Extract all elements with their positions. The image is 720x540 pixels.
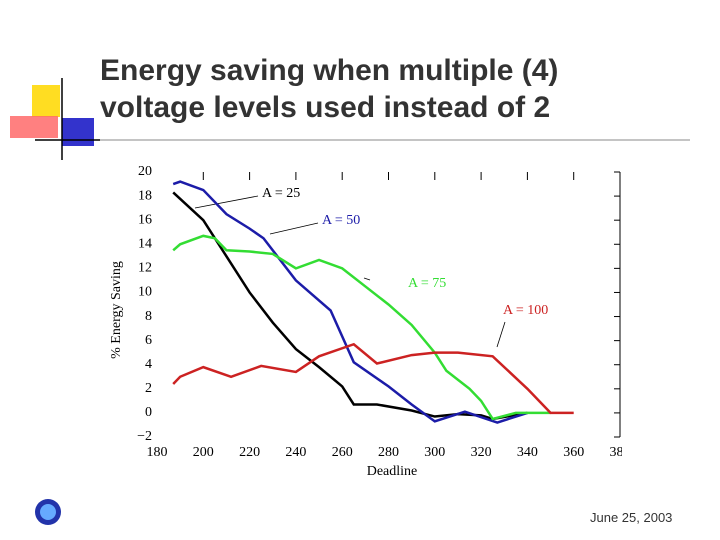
series-label: A = 100 — [503, 303, 548, 318]
x-tick-label: 320 — [471, 445, 492, 460]
x-tick-label: 300 — [424, 445, 445, 460]
series-label: A = 75 — [408, 276, 446, 291]
label-arrow — [363, 277, 371, 281]
x-tick-label: 260 — [332, 445, 353, 460]
x-ticks: 180 200 220 240 260 280 300 320 340 360 380 — [147, 445, 631, 460]
x-tick-label: 340 — [517, 445, 538, 460]
y-tick-label: −2 — [137, 429, 152, 444]
y-tick-label: 18 — [138, 188, 152, 203]
y-tick-label: 12 — [138, 261, 152, 276]
slide-title: Energy saving when multiple (4) voltage … — [100, 54, 559, 124]
series-line — [172, 234, 551, 421]
y-tick-label: 0 — [145, 405, 152, 420]
x-tick-label: 360 — [563, 445, 584, 460]
y-tick-label: 10 — [138, 285, 152, 300]
x-axis-label: Deadline — [367, 464, 418, 479]
x-tick-label: 180 — [147, 445, 168, 460]
x-tick-label: 220 — [239, 445, 260, 460]
y-tick-label: 20 — [138, 164, 152, 179]
y-axis-label: % Energy Saving — [109, 261, 124, 359]
x-tick-label: 380 — [610, 445, 631, 460]
series-label: A = 25 — [262, 186, 300, 201]
x-tick-label: 200 — [193, 445, 214, 460]
label-arrow — [496, 321, 506, 348]
label-arrow — [269, 222, 319, 235]
y-tick-label: 4 — [145, 357, 152, 372]
series-line — [172, 180, 528, 424]
series-line — [172, 342, 574, 415]
series-line — [172, 191, 528, 421]
y-tick-label: 6 — [145, 333, 152, 348]
slide-date: June 25, 2003 — [590, 510, 673, 525]
y-tick-label: 2 — [145, 381, 152, 396]
y-tick-label: 16 — [138, 212, 152, 227]
x-tick-label: 240 — [285, 445, 306, 460]
x-tick-label: 280 — [378, 445, 399, 460]
y-tick-label: 14 — [138, 236, 152, 251]
y-tick-label: 8 — [145, 309, 152, 324]
series-label: A = 50 — [322, 213, 360, 228]
label-arrow — [194, 195, 259, 209]
